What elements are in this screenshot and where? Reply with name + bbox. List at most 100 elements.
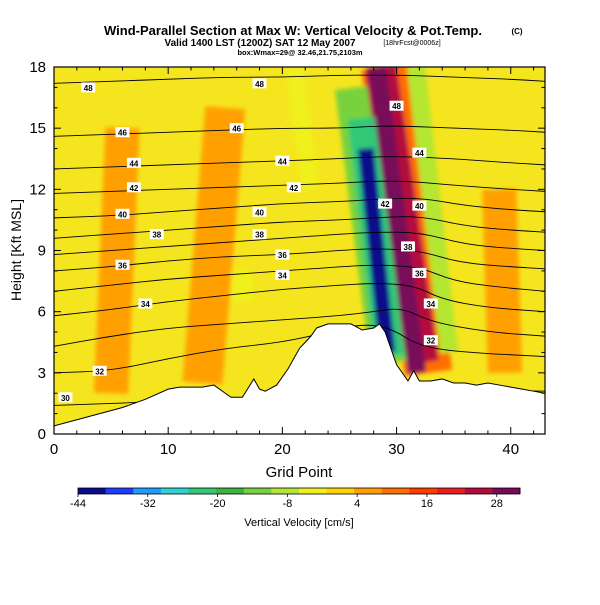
- contour-label-3: 46: [115, 127, 130, 138]
- colorbar-swatch-14: [464, 488, 493, 494]
- colorbar-tick--8: -8: [282, 498, 292, 510]
- theta-contour-33: [54, 308, 545, 347]
- contour-label-13: 40: [412, 200, 427, 211]
- colorbar-swatch-7: [271, 488, 300, 494]
- x-tick-label-40: 40: [502, 441, 519, 458]
- contour-label-17: 36: [115, 259, 130, 270]
- colorbar-swatch-6: [243, 488, 272, 494]
- chart-subtitle-line1-small: [18hrFcst@0006z]: [383, 40, 440, 47]
- colorbar-swatch-2: [133, 488, 162, 494]
- svg-text:36: 36: [415, 269, 424, 278]
- svg-text:34: 34: [278, 271, 287, 280]
- contour-label-9: 42: [286, 182, 301, 193]
- colorbar: -44 -32 -20 -8 4 16 28: [70, 487, 521, 510]
- velocity-field: [93, 67, 523, 394]
- theta-contour-48: [54, 74, 545, 84]
- x-tick-label-10: 10: [160, 441, 177, 458]
- svg-text:36: 36: [278, 251, 287, 260]
- velocity-downdraft-9: [406, 67, 459, 354]
- chart-title: Wind-Parallel Section at Max W: Vertical…: [104, 23, 482, 38]
- y-tick-label-0: 0: [38, 426, 46, 443]
- colorbar-tick--44: -44: [70, 498, 86, 510]
- svg-text:34: 34: [141, 300, 150, 309]
- svg-text:44: 44: [415, 149, 424, 158]
- contour-label-4: 46: [229, 123, 244, 134]
- theta-contour-37: [54, 231, 545, 256]
- contour-label-24: 32: [423, 335, 438, 346]
- theta-contour-38: [54, 216, 545, 239]
- y-tick-label-12: 12: [29, 181, 46, 198]
- velocity-updraft-2: [182, 106, 246, 385]
- svg-text:40: 40: [415, 202, 424, 211]
- svg-text:48: 48: [255, 80, 264, 89]
- x-tick-label-30: 30: [388, 441, 405, 458]
- svg-text:42: 42: [289, 184, 298, 193]
- svg-text:38: 38: [404, 243, 413, 252]
- chart-subtitle-line1: Valid 1400 LST (1200Z) SAT 12 May 2007: [164, 38, 355, 49]
- contour-label-19: 36: [412, 267, 427, 278]
- y-tick-label-15: 15: [29, 120, 46, 137]
- colorbar-tick-28: 28: [491, 498, 503, 510]
- velocity-updraft-8: [368, 67, 427, 375]
- svg-text:44: 44: [129, 159, 138, 168]
- colorbar-swatch-5: [216, 488, 245, 494]
- y-tick-label-3: 3: [38, 365, 46, 382]
- colorbar-swatch-15: [492, 488, 521, 494]
- svg-text:36: 36: [118, 261, 127, 270]
- contour-label-20: 34: [138, 298, 153, 309]
- x-tick-label-20: 20: [274, 441, 291, 458]
- contour-label-15: 38: [252, 229, 267, 240]
- svg-text:32: 32: [426, 337, 435, 346]
- y-axis-label: Height [Kft MSL]: [8, 199, 24, 301]
- contour-label-7: 44: [412, 147, 427, 158]
- x-axis-label: Grid Point: [266, 464, 334, 481]
- colorbar-swatch-3: [160, 488, 189, 494]
- colorbar-swatch-9: [326, 488, 355, 494]
- theta-contour-42: [54, 180, 545, 194]
- svg-text:38: 38: [255, 231, 264, 240]
- contour-label-6: 44: [275, 155, 290, 166]
- contour-label-22: 34: [423, 298, 438, 309]
- svg-text:42: 42: [129, 184, 138, 193]
- colorbar-tick-4: 4: [354, 498, 360, 510]
- theta-contour-44: [54, 156, 545, 170]
- contour-label-18: 36: [275, 249, 290, 260]
- velocity-downdraft-7: [232, 270, 253, 302]
- colorbar-swatch-11: [381, 488, 410, 494]
- contour-label-8: 42: [126, 182, 141, 193]
- svg-text:38: 38: [152, 231, 161, 240]
- y-tick-label-18: 18: [29, 59, 46, 76]
- theta-contour-35: [54, 264, 545, 292]
- theta-contour-34: [54, 283, 545, 317]
- svg-text:46: 46: [232, 125, 241, 134]
- svg-text:40: 40: [118, 210, 127, 219]
- svg-text:48: 48: [392, 102, 401, 111]
- contour-label-21: 34: [275, 269, 290, 280]
- y-tick-label-6: 6: [38, 304, 46, 321]
- contour-label-16: 38: [400, 241, 415, 252]
- colorbar-swatch-0: [78, 488, 107, 494]
- svg-text:44: 44: [278, 157, 287, 166]
- svg-text:46: 46: [118, 129, 127, 138]
- colorbar-swatch-1: [105, 488, 134, 494]
- contour-label-12: 40: [252, 206, 267, 217]
- velocity-downdraft-11: [357, 147, 396, 354]
- colorbar-swatch-4: [188, 488, 217, 494]
- svg-text:30: 30: [61, 394, 70, 403]
- svg-text:48: 48: [84, 84, 93, 93]
- chart-subtitle-line2: box:Wmax=29@ 32.46,21.75,2103m: [237, 48, 362, 57]
- svg-text:34: 34: [426, 300, 435, 309]
- contour-label-1: 48: [252, 78, 267, 89]
- x-axis: 0 10 20 30 40: [50, 67, 535, 458]
- colorbar-tick--20: -20: [210, 498, 226, 510]
- contour-label-23: 32: [92, 365, 107, 376]
- contour-label-25: 30: [58, 392, 73, 403]
- colorbar-swatch-12: [409, 488, 438, 494]
- chart-title-mark: (C): [511, 27, 522, 36]
- contour-label-10: 42: [378, 198, 393, 209]
- contour-label-2: 48: [389, 100, 404, 111]
- y-tick-label-9: 9: [38, 243, 46, 260]
- svg-text:40: 40: [255, 208, 264, 217]
